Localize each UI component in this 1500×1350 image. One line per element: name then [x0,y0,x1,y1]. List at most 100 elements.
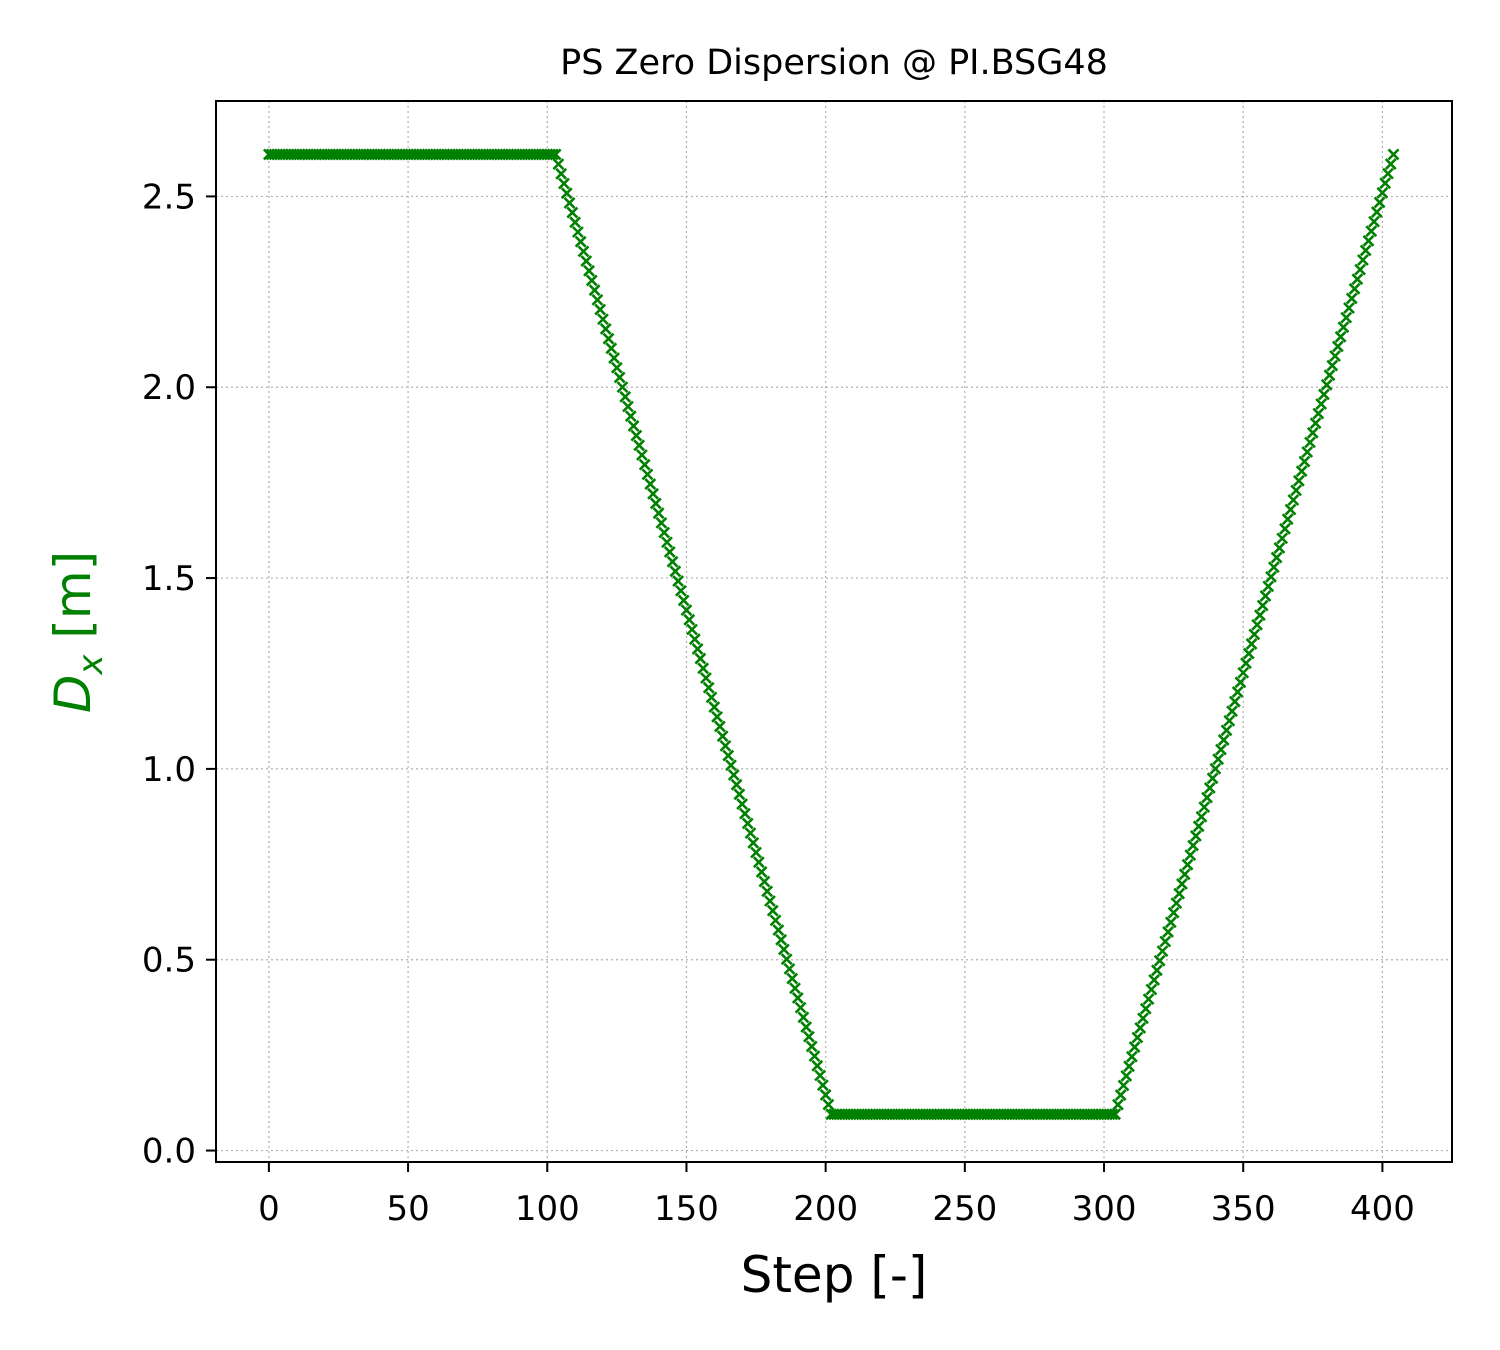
data-point-marker [1181,858,1194,871]
data-point-marker [574,235,587,248]
data-point-marker [738,807,751,820]
data-point-marker [1173,887,1186,900]
y-axis-label-symbol: D [44,675,102,714]
data-point-marker [691,642,704,655]
data-point-marker [814,1069,827,1082]
data-point-marker [744,827,757,840]
data-point-marker [672,575,685,587]
data-point-marker [683,613,696,626]
data-point-marker [1365,225,1378,238]
data-point-marker [1220,724,1233,737]
data-point-marker [1156,945,1169,958]
data-point-marker [1209,762,1222,775]
data-point-marker [1326,359,1339,372]
data-point-marker [736,798,749,810]
data-point-marker [602,332,615,345]
data-point-marker [1251,618,1264,631]
data-point-marker [613,371,626,384]
data-point-marker [1148,973,1161,986]
data-point-marker [775,933,788,946]
y-axis-ticks: 0.0 0.5 1.0 1.5 2.0 2.5 [142,177,216,1172]
data-point-marker [641,468,654,481]
data-point-marker [1178,868,1191,881]
data-point-marker [686,623,698,636]
data-point-marker [1212,753,1225,766]
data-point-marker [702,681,715,694]
chart-title: PS Zero Dispersion @ PI.BSG48 [560,43,1108,83]
x-tick-label: 400 [1350,1189,1415,1229]
data-point-marker [1348,282,1361,295]
data-point-marker [794,1001,807,1014]
data-point-marker [1376,186,1389,199]
data-point-marker [1256,599,1269,612]
data-point-marker [627,419,640,432]
data-point-marker [1164,916,1177,929]
y-axis-label-unit: [m] [44,551,102,655]
data-point-marker [741,817,754,830]
data-point-marker [786,972,799,985]
data-point-marker [783,962,796,975]
data-point-marker [680,604,693,617]
data-point-marker [1384,158,1397,170]
y-tick-label: 1.5 [142,559,196,599]
data-point-marker [591,293,604,306]
y-tick-label: 1.0 [142,750,196,790]
data-point-marker [1153,954,1166,967]
data-point-marker [816,1079,829,1092]
data-point-marker [797,1011,810,1024]
x-tick-label: 250 [932,1189,997,1229]
data-point-marker [1337,321,1350,334]
data-point-marker [733,788,746,801]
data-point-marker [800,1021,813,1033]
data-point-marker [577,245,590,258]
data-point-marker [599,323,612,335]
data-point-marker [1312,407,1325,420]
data-point-marker [585,274,598,287]
data-point-marker [580,255,593,268]
data-point-marker [1368,215,1380,228]
data-point-marker [583,264,595,277]
data-point-marker [549,148,562,161]
data-point-marker [1192,820,1205,833]
x-tick-label: 50 [386,1189,429,1229]
data-point-marker [694,652,707,665]
data-point-marker [1187,839,1200,852]
data-point-marker [1351,273,1364,286]
data-point-marker [758,875,771,888]
data-point-marker [1134,1021,1147,1034]
data-point-marker [764,895,776,907]
data-point-marker [661,536,673,549]
data-point-marker [1117,1079,1130,1092]
data-point-marker [619,390,632,403]
data-point-marker [1329,350,1341,362]
data-point-marker [1290,484,1303,497]
data-point-marker [1334,330,1347,343]
data-point-marker [1170,897,1183,910]
data-point-marker [663,546,676,558]
data-point-marker [1304,436,1316,449]
data-point-marker [727,769,740,781]
data-point-marker [761,885,774,898]
data-point-marker [1206,772,1219,785]
data-point-marker [674,584,687,597]
data-point-marker [1112,1098,1124,1111]
data-point-marker [622,400,634,413]
data-point-marker [730,778,743,791]
y-axis-label-subscript: x [71,654,111,676]
data-point-marker [1315,398,1328,410]
data-point-marker [677,594,690,607]
data-point-marker [608,352,621,364]
data-point-marker [1379,177,1392,190]
data-point-marker [555,167,568,180]
data-point-marker [1237,666,1250,679]
data-point-marker [780,953,793,966]
y-tick-label: 2.5 [142,177,196,217]
data-point-marker [658,526,671,539]
x-tick-label: 350 [1211,1189,1276,1229]
x-axis-ticks: 0 50 100 150 200 250 300 350 400 [258,1162,1415,1229]
data-point-marker [1198,801,1211,814]
y-tick-label: 2.0 [142,368,196,408]
data-point-marker [700,672,712,684]
data-point-marker [1306,426,1319,439]
data-point-marker [1273,542,1286,554]
